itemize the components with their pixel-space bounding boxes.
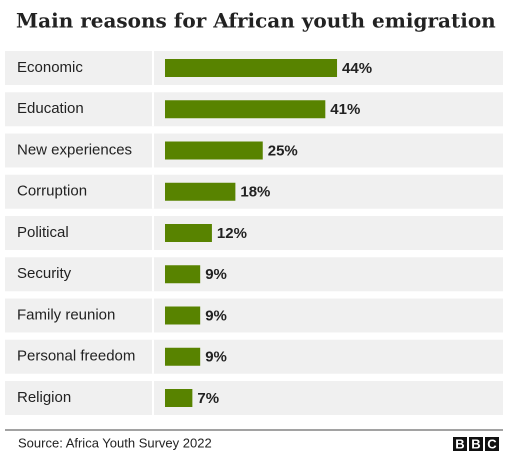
bar — [165, 306, 201, 325]
category-label: Family reunion — [17, 306, 115, 323]
bar — [165, 347, 201, 366]
bar — [165, 141, 263, 160]
category-label: Education — [17, 100, 84, 117]
category-label: Personal freedom — [17, 348, 135, 365]
row-divider — [152, 133, 154, 168]
row-band — [5, 298, 503, 333]
logo-block — [453, 437, 467, 451]
bar — [165, 389, 193, 407]
chart-title: Main reasons for African youth emigratio… — [16, 9, 496, 33]
value-label: 12% — [217, 225, 247, 242]
row-divider — [152, 339, 154, 374]
category-label: New experiences — [17, 141, 132, 158]
row-divider — [152, 381, 154, 415]
row-band — [5, 339, 503, 374]
row-band — [5, 174, 503, 209]
value-label: 18% — [240, 184, 270, 201]
value-label: 9% — [205, 307, 227, 324]
row-band — [5, 257, 503, 292]
category-label: Security — [17, 265, 72, 282]
row-divider — [152, 257, 154, 292]
bar — [165, 100, 326, 119]
row-band — [5, 216, 503, 250]
logo-letter: B — [455, 436, 464, 451]
value-label: 41% — [330, 101, 360, 118]
bar — [165, 224, 212, 242]
row-divider — [152, 92, 154, 127]
logo-letter: B — [471, 436, 480, 451]
row-divider — [152, 174, 154, 209]
value-label: 44% — [342, 60, 372, 77]
row-divider — [152, 298, 154, 333]
bar — [165, 59, 338, 77]
value-label: 7% — [197, 390, 219, 407]
category-label: Economic — [17, 59, 83, 76]
bar — [165, 265, 201, 284]
category-label: Corruption — [17, 183, 87, 200]
bar — [165, 182, 236, 201]
logo-block — [469, 437, 483, 451]
source: Source: Africa Youth Survey 2022 — [18, 435, 212, 450]
category-label: Religion — [17, 389, 71, 406]
row-divider — [152, 216, 154, 250]
row-divider — [152, 51, 154, 85]
value-label: 9% — [205, 349, 227, 366]
value-label: 25% — [268, 142, 298, 159]
category-label: Political — [17, 224, 69, 241]
value-label: 9% — [205, 266, 227, 283]
row-band — [5, 381, 503, 415]
logo-block — [485, 437, 499, 451]
logo-letter: C — [487, 436, 497, 451]
